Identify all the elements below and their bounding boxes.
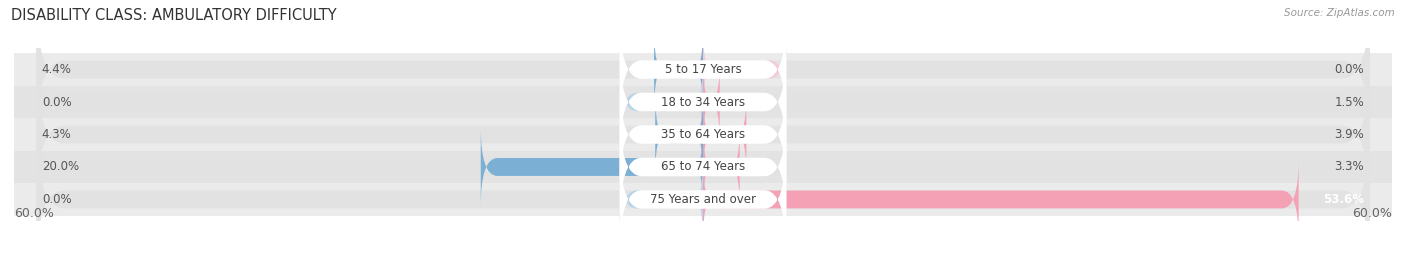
FancyBboxPatch shape xyxy=(481,127,703,207)
Text: 53.6%: 53.6% xyxy=(1323,193,1364,206)
FancyBboxPatch shape xyxy=(0,151,1406,183)
Text: 60.0%: 60.0% xyxy=(14,207,53,220)
Text: Source: ZipAtlas.com: Source: ZipAtlas.com xyxy=(1284,8,1395,18)
FancyBboxPatch shape xyxy=(0,118,1406,151)
FancyBboxPatch shape xyxy=(620,144,786,255)
Text: 0.0%: 0.0% xyxy=(1334,63,1364,76)
FancyBboxPatch shape xyxy=(37,30,1369,174)
Text: 5 to 17 Years: 5 to 17 Years xyxy=(665,63,741,76)
FancyBboxPatch shape xyxy=(703,160,1299,239)
Text: 0.0%: 0.0% xyxy=(42,95,72,108)
FancyBboxPatch shape xyxy=(0,86,1406,118)
Text: 20.0%: 20.0% xyxy=(42,161,79,174)
Text: 18 to 34 Years: 18 to 34 Years xyxy=(661,95,745,108)
FancyBboxPatch shape xyxy=(703,95,747,174)
Text: 75 Years and over: 75 Years and over xyxy=(650,193,756,206)
FancyBboxPatch shape xyxy=(37,95,1369,239)
FancyBboxPatch shape xyxy=(703,127,740,207)
FancyBboxPatch shape xyxy=(0,183,1406,216)
FancyBboxPatch shape xyxy=(620,46,786,158)
Text: 3.9%: 3.9% xyxy=(1334,128,1364,141)
FancyBboxPatch shape xyxy=(37,62,1369,207)
Text: 35 to 64 Years: 35 to 64 Years xyxy=(661,128,745,141)
FancyBboxPatch shape xyxy=(37,0,1369,142)
Text: 4.3%: 4.3% xyxy=(42,128,72,141)
Text: 3.3%: 3.3% xyxy=(1334,161,1364,174)
Text: 0.0%: 0.0% xyxy=(42,193,72,206)
FancyBboxPatch shape xyxy=(620,111,786,223)
Text: DISABILITY CLASS: AMBULATORY DIFFICULTY: DISABILITY CLASS: AMBULATORY DIFFICULTY xyxy=(11,8,337,23)
FancyBboxPatch shape xyxy=(620,14,786,125)
FancyBboxPatch shape xyxy=(655,95,703,174)
Text: 60.0%: 60.0% xyxy=(1353,207,1392,220)
Text: 4.4%: 4.4% xyxy=(42,63,72,76)
FancyBboxPatch shape xyxy=(0,53,1406,86)
FancyBboxPatch shape xyxy=(620,79,786,190)
FancyBboxPatch shape xyxy=(620,160,703,239)
FancyBboxPatch shape xyxy=(620,62,703,142)
FancyBboxPatch shape xyxy=(703,30,786,109)
FancyBboxPatch shape xyxy=(654,30,703,109)
FancyBboxPatch shape xyxy=(703,62,720,142)
Text: 1.5%: 1.5% xyxy=(1334,95,1364,108)
Text: 65 to 74 Years: 65 to 74 Years xyxy=(661,161,745,174)
FancyBboxPatch shape xyxy=(37,127,1369,269)
